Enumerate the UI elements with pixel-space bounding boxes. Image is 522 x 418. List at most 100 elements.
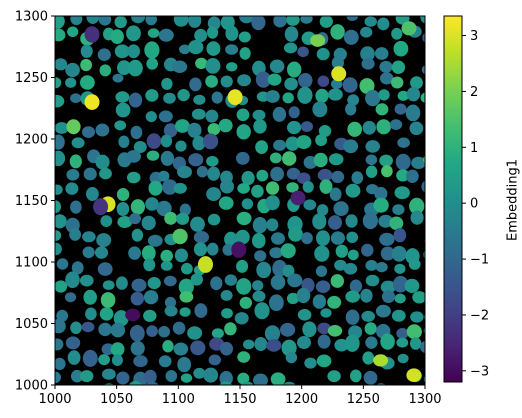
cell: [65, 271, 80, 289]
cell: [296, 172, 311, 184]
cell: [206, 156, 219, 167]
cell: [174, 248, 188, 263]
cell: [316, 47, 330, 61]
cell: [265, 195, 280, 211]
cell: [160, 150, 175, 166]
cell: [303, 199, 317, 211]
cell: [422, 32, 425, 43]
cell: [327, 325, 343, 337]
cell: [394, 293, 406, 304]
cell: [350, 369, 362, 383]
cell: [270, 166, 284, 182]
cell: [207, 166, 221, 181]
cell: [421, 65, 425, 75]
cell: [128, 92, 143, 108]
cell: [317, 168, 333, 182]
cell: [111, 354, 123, 367]
cell: [296, 135, 312, 150]
cell: [82, 231, 96, 243]
cell: [252, 290, 266, 302]
cell: [160, 260, 173, 271]
cell: [270, 274, 286, 290]
cell: [271, 232, 285, 245]
cell: [255, 140, 268, 155]
cell: [94, 246, 109, 259]
cell: [221, 308, 233, 319]
cell: [55, 134, 65, 150]
cell: [237, 351, 251, 363]
cell: [236, 108, 250, 122]
cell: [97, 48, 111, 61]
cell: [256, 261, 272, 279]
cell: [420, 340, 425, 354]
cell: [297, 86, 313, 104]
cell: [297, 309, 312, 321]
cell: [126, 25, 141, 42]
cell: [205, 109, 219, 123]
cell: [67, 26, 79, 38]
cell: [290, 190, 306, 206]
cell: [191, 108, 206, 120]
cell: [405, 104, 421, 122]
cell: [65, 77, 77, 88]
cell: [394, 186, 410, 200]
cell: [128, 380, 142, 385]
cell: [227, 89, 243, 106]
cell: [381, 165, 393, 178]
cell: [194, 303, 208, 318]
cell: [345, 183, 361, 198]
cell: [408, 258, 421, 270]
cell: [162, 179, 178, 195]
cell: [160, 249, 173, 263]
cell: [365, 274, 380, 287]
cell: [381, 290, 396, 303]
cell: [328, 153, 344, 166]
cell: [55, 338, 64, 351]
cell: [285, 136, 300, 151]
cell: [66, 119, 81, 135]
cell: [145, 16, 157, 26]
cell: [127, 44, 140, 59]
cell: [396, 169, 410, 182]
cell: [236, 124, 251, 140]
cell: [146, 150, 160, 161]
cell: [241, 198, 254, 210]
cell: [391, 60, 406, 74]
cell: [163, 92, 176, 104]
cell: [203, 133, 219, 150]
cell: [284, 77, 298, 91]
cell: [270, 372, 286, 385]
cell: [285, 351, 298, 364]
colorbar-tick-label: 3: [470, 29, 478, 44]
cell: [379, 154, 393, 167]
cell: [239, 16, 254, 24]
cell: [380, 280, 396, 294]
cell: [82, 246, 95, 259]
x-tick-label: 1150: [223, 392, 256, 407]
cell: [55, 318, 66, 334]
cell: [133, 355, 148, 368]
cell: [80, 44, 93, 58]
y-tick-label: 1050: [15, 317, 48, 332]
cell: [98, 322, 112, 337]
cell: [236, 211, 252, 226]
cell: [317, 75, 330, 87]
cell: [118, 135, 130, 148]
cell: [312, 101, 328, 118]
cell: [165, 370, 178, 382]
cell: [190, 273, 203, 286]
cell: [287, 61, 302, 78]
cell: [425, 216, 439, 232]
cell: [195, 57, 208, 70]
cell: [426, 259, 440, 272]
cell: [351, 171, 364, 185]
cell: [190, 216, 205, 232]
colorbar-tick-label: 0: [470, 197, 478, 212]
cell: [426, 354, 439, 365]
cell: [172, 321, 186, 335]
cell: [143, 309, 157, 322]
cell: [334, 259, 347, 271]
cell: [141, 215, 156, 231]
cell: [393, 40, 409, 57]
